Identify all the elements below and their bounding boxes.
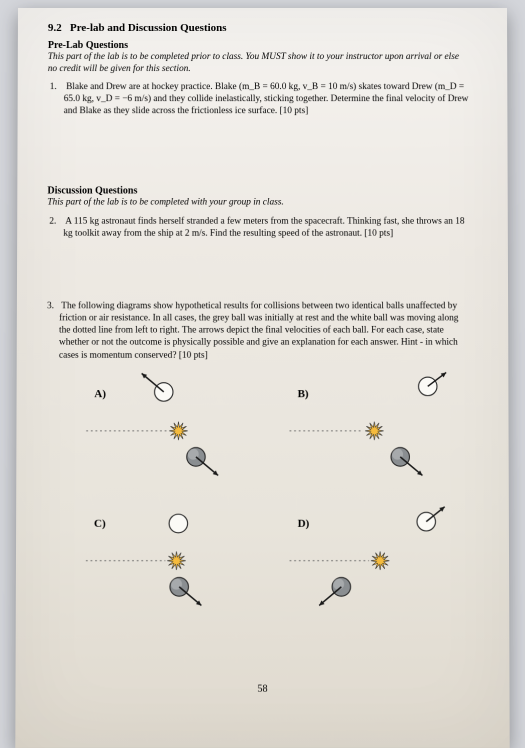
workspace-gap xyxy=(47,124,469,180)
question-number: 1. xyxy=(50,81,64,93)
question-3: 3. The following diagrams show hypotheti… xyxy=(47,300,470,361)
page: 9.2 Pre-lab and Discussion Questions Pre… xyxy=(15,8,509,748)
question-1: 1. Blake and Drew are at hockey practice… xyxy=(48,81,470,117)
page-number: 58 xyxy=(15,684,509,695)
diagram-area: A) B) C) D) xyxy=(46,367,471,631)
section-number: 9.2 xyxy=(48,22,62,34)
panel-label: A) xyxy=(94,388,106,400)
panel-label: B) xyxy=(298,388,309,400)
diagram-panel-c: C) xyxy=(72,497,267,609)
question-2: 2. A 115 kg astronaut finds herself stra… xyxy=(47,216,469,240)
question-text: A 115 kg astronaut finds herself strande… xyxy=(63,217,464,239)
diagram-svg-d xyxy=(275,497,470,609)
diagram-panel-d: D) xyxy=(275,497,470,609)
diagram-panel-b: B) xyxy=(275,367,470,478)
question-text: The following diagrams show hypothetical… xyxy=(59,301,459,360)
question-text: Blake and Drew are at hockey practice. B… xyxy=(64,82,469,116)
diagram-svg-b xyxy=(275,367,470,478)
workspace-gap xyxy=(47,246,470,300)
prelab-note: This part of the lab is to be completed … xyxy=(48,52,469,75)
diagram-panel-a: A) xyxy=(72,367,267,478)
section-title: Pre-lab and Discussion Questions xyxy=(70,22,227,34)
diagram-svg-a xyxy=(72,367,267,478)
diagram-svg-c xyxy=(72,497,267,609)
panel-label: C) xyxy=(94,517,106,529)
discussion-heading: Discussion Questions xyxy=(47,186,469,197)
panel-label: D) xyxy=(298,517,310,529)
discussion-note: This part of the lab is to be completed … xyxy=(47,198,469,210)
prelab-heading: Pre-Lab Questions xyxy=(48,40,469,51)
section-header: 9.2 Pre-lab and Discussion Questions xyxy=(48,22,469,34)
question-number: 3. xyxy=(47,300,59,312)
question-number: 2. xyxy=(49,216,63,228)
